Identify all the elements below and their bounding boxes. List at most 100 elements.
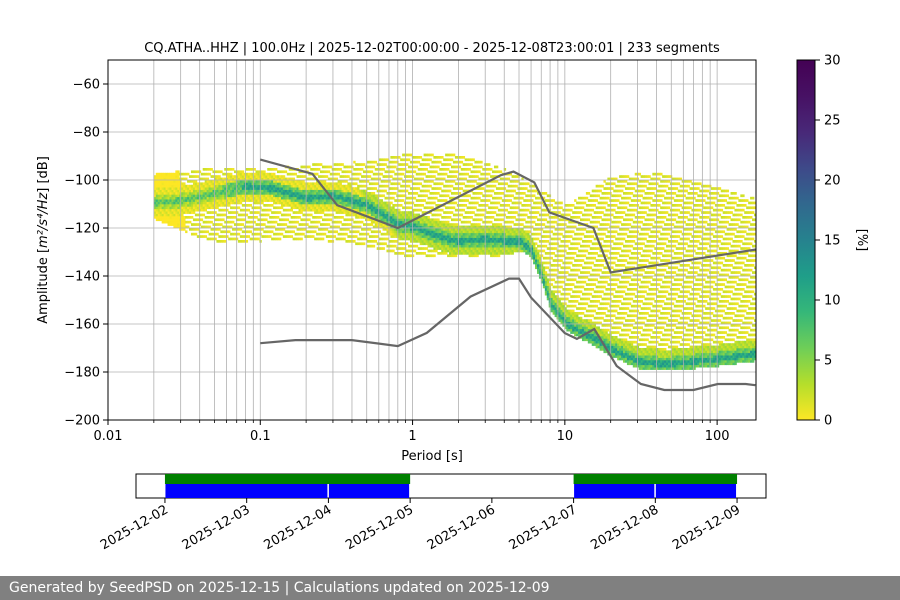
heatmap-cell <box>280 182 284 186</box>
heatmap-cell <box>353 213 356 217</box>
heatmap-cell <box>492 247 495 250</box>
heatmap-cell <box>304 175 307 178</box>
heatmap-cell <box>550 268 554 272</box>
heatmap-cell <box>214 199 217 202</box>
heatmap-cell <box>503 232 507 236</box>
heatmap-cell <box>519 196 522 200</box>
heatmap-cell <box>564 204 567 207</box>
heatmap-cell <box>458 182 462 186</box>
heatmap-cell <box>501 187 505 190</box>
heatmap-cell <box>411 254 415 258</box>
heatmap-cell <box>490 201 493 205</box>
heatmap-cell <box>400 230 403 234</box>
heatmap-cell <box>353 240 356 243</box>
heatmap-cell <box>280 228 284 231</box>
heatmap-cell <box>406 232 409 236</box>
heatmap-cell <box>394 204 397 207</box>
heatmap-cell <box>277 201 280 205</box>
heatmap-cell <box>423 237 426 241</box>
heatmap-cell <box>243 230 247 234</box>
heatmap-cell <box>409 196 413 200</box>
heatmap-cell <box>398 177 401 181</box>
heatmap-cell <box>185 199 188 202</box>
heatmap-cell <box>345 184 348 188</box>
heatmap-cell <box>177 172 180 176</box>
heatmap-cell <box>429 223 432 226</box>
heatmap-cell <box>398 156 401 159</box>
heatmap-cell <box>466 252 469 255</box>
heatmap-cell <box>153 196 157 200</box>
heatmap-cell <box>437 208 440 212</box>
heatmap-cell <box>321 228 325 231</box>
heatmap-cell <box>194 201 198 205</box>
heatmap-cell <box>458 247 462 250</box>
heatmap-cell <box>366 206 370 210</box>
heatmap-cell <box>488 244 491 248</box>
heatmap-cell <box>538 223 542 226</box>
heatmap-cell <box>400 242 403 246</box>
heatmap-cell <box>218 170 221 174</box>
heatmap-cell <box>439 244 442 248</box>
heatmap-cell <box>468 244 471 248</box>
heatmap-cell <box>173 180 176 183</box>
heatmap-cell <box>185 196 188 200</box>
heatmap-cell <box>214 196 217 200</box>
heatmap-cell <box>572 256 575 260</box>
heatmap-cell <box>562 261 565 265</box>
heatmap-cell <box>533 261 536 265</box>
heatmap-cell <box>474 230 477 234</box>
heatmap-cell <box>515 237 518 241</box>
heatmap-cell <box>570 225 573 229</box>
heatmap-cell <box>363 192 366 195</box>
heatmap-cell <box>482 232 485 236</box>
heatmap-cell <box>468 249 471 253</box>
heatmap-cell <box>241 187 245 190</box>
heatmap-cell <box>394 182 397 186</box>
heatmap-cell <box>560 254 563 258</box>
heatmap-cell <box>415 232 419 236</box>
heatmap-cell <box>402 194 405 198</box>
heatmap-cell <box>513 196 516 200</box>
heatmap-cell <box>499 213 503 217</box>
heatmap-cell <box>257 232 260 236</box>
heatmap-cell <box>544 285 548 289</box>
heatmap-cell <box>492 223 495 226</box>
heatmap-cell <box>241 230 245 234</box>
heatmap-cell <box>232 220 235 224</box>
heatmap-cell <box>314 196 317 200</box>
heatmap-cell <box>488 225 491 229</box>
heatmap-cell <box>339 201 342 205</box>
heatmap-cell <box>470 206 473 210</box>
heatmap-cell <box>402 184 405 188</box>
heatmap-cell <box>185 192 188 195</box>
heatmap-cell <box>425 230 428 234</box>
heatmap-cell <box>321 182 325 186</box>
heatmap-cell <box>501 235 505 238</box>
heatmap-cell <box>525 235 528 238</box>
heatmap-cell <box>427 225 430 229</box>
heatmap-cell <box>474 175 477 178</box>
heatmap-cell <box>529 230 532 234</box>
heatmap-cell <box>538 196 542 200</box>
heatmap-cell <box>183 206 186 210</box>
heatmap-cell <box>386 180 389 183</box>
heatmap-cell <box>187 184 190 188</box>
heatmap-cell <box>445 228 448 231</box>
heatmap-cell <box>447 211 450 214</box>
heatmap-cell <box>566 312 569 315</box>
heatmap-cell <box>468 158 471 162</box>
heatmap-cell <box>503 237 507 241</box>
heatmap-cell <box>449 196 452 200</box>
heatmap-cell <box>296 187 299 190</box>
heatmap-cell <box>437 230 440 234</box>
heatmap-cell <box>366 194 370 198</box>
heatmap-cell <box>406 218 409 222</box>
heatmap-cell <box>439 230 442 234</box>
heatmap-cell <box>208 168 211 171</box>
heatmap-cell <box>232 201 235 205</box>
heatmap-cell <box>492 252 495 255</box>
heatmap-cell <box>153 175 157 178</box>
heatmap-cell <box>564 240 567 243</box>
heatmap-cell <box>519 213 522 217</box>
heatmap-cell <box>161 199 165 202</box>
